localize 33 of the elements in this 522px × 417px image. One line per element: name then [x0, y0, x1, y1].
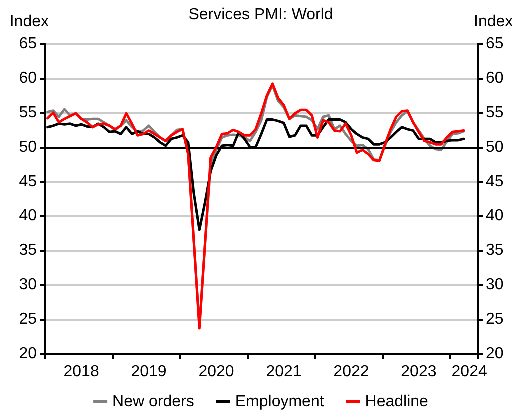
y-tick-label: 35 — [19, 242, 38, 260]
y-tick-label: 50 — [19, 138, 38, 156]
y-tick-label: 65 — [19, 36, 38, 52]
x-tick-label: 2022 — [334, 364, 370, 380]
y2-tick-label: 40 — [486, 208, 504, 225]
legend-label: New orders — [112, 394, 194, 410]
y-tick-label: 40 — [19, 208, 38, 225]
y2-tick-label: 65 — [486, 36, 504, 52]
y-tick-label: 25 — [19, 311, 38, 328]
y2-tick-label: 45 — [486, 173, 504, 190]
y-tick-label: 55 — [19, 104, 38, 122]
y2-tick-label: 60 — [486, 70, 504, 87]
y2-axis-title: Index — [474, 14, 514, 30]
legend-label: Headline — [365, 394, 429, 410]
y-tick-label: 30 — [19, 276, 38, 294]
x-tick-label: 2021 — [266, 364, 302, 380]
y2-tick-label: 25 — [486, 311, 504, 328]
y2-tick-label: 55 — [486, 104, 504, 122]
x-tick-label: 2018 — [64, 364, 100, 380]
x-tick-label: 2024 — [452, 364, 488, 380]
y2-tick-label: 35 — [486, 242, 504, 260]
y-tick-label: 60 — [19, 70, 38, 87]
x-tick-label: 2023 — [401, 364, 437, 380]
x-tick-label: 2020 — [198, 364, 234, 380]
y2-tick-label: 30 — [486, 276, 504, 294]
chart-title: Services PMI: World — [188, 6, 334, 24]
legend-label: Employment — [235, 394, 325, 410]
y2-tick-label: 50 — [486, 138, 504, 156]
y2-tick-label: 20 — [486, 346, 504, 362]
y-tick-label: 20 — [19, 346, 38, 362]
y-tick-label: 45 — [19, 173, 38, 190]
y-axis-title: Index — [10, 14, 49, 30]
x-tick-label: 2019 — [131, 364, 167, 380]
